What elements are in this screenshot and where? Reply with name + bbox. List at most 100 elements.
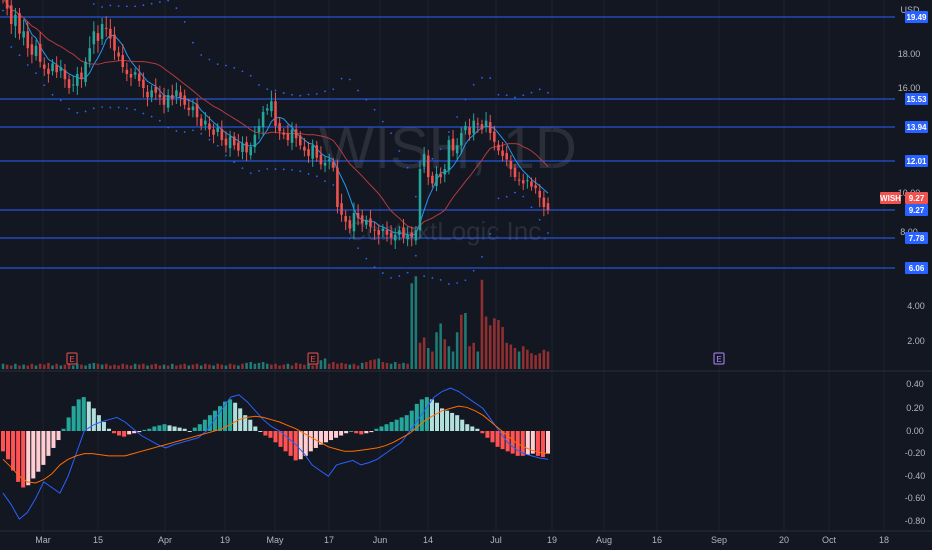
volume-bar[interactable] [414, 276, 418, 369]
macd-histogram-bar[interactable] [334, 431, 339, 438]
candle-body[interactable] [30, 44, 34, 55]
macd-histogram-bar[interactable] [384, 424, 389, 431]
macd-histogram-bar[interactable] [71, 406, 76, 431]
volume-bar[interactable] [47, 362, 50, 369]
volume-bar[interactable] [497, 320, 500, 369]
volume-bar[interactable] [113, 364, 116, 369]
candle-body[interactable] [435, 173, 438, 186]
volume-bar[interactable] [352, 363, 356, 369]
volume-bar[interactable] [171, 363, 174, 369]
macd-histogram-bar[interactable] [434, 402, 439, 431]
macd-histogram-bar[interactable] [207, 415, 212, 431]
volume-bar[interactable] [431, 351, 434, 370]
volume-bar[interactable] [319, 360, 323, 369]
level-price-tag[interactable]: 15.53 [905, 93, 928, 105]
candle-body[interactable] [274, 101, 277, 126]
candle-body[interactable] [443, 169, 447, 175]
candle-body[interactable] [377, 230, 380, 235]
candle-body[interactable] [142, 79, 145, 88]
volume-bar[interactable] [472, 342, 475, 369]
macd-histogram-bar[interactable] [278, 431, 283, 447]
volume-bar[interactable] [121, 363, 125, 369]
candle-body[interactable] [344, 216, 347, 222]
macd-histogram-bar[interactable] [455, 415, 460, 431]
candle-body[interactable] [468, 127, 471, 135]
macd-histogram-bar[interactable] [535, 431, 540, 456]
candle-body[interactable] [109, 28, 112, 39]
macd-histogram-bar[interactable] [288, 431, 293, 456]
volume-bar[interactable] [43, 364, 46, 369]
candle-body[interactable] [146, 91, 149, 98]
volume-bar[interactable] [278, 365, 281, 370]
candle-body[interactable] [476, 123, 480, 125]
macd-histogram-bar[interactable] [41, 431, 46, 465]
macd-histogram-bar[interactable] [137, 431, 142, 433]
volume-bar[interactable] [166, 365, 170, 370]
volume-bar[interactable] [402, 362, 405, 369]
volume-bar[interactable] [517, 351, 521, 370]
volume-bar[interactable] [14, 363, 17, 369]
macd-histogram-bar[interactable] [76, 399, 81, 431]
candle-body[interactable] [348, 220, 352, 229]
macd-histogram-bar[interactable] [379, 426, 384, 431]
macd-histogram-bar[interactable] [354, 431, 359, 434]
candle-body[interactable] [501, 150, 504, 156]
volume-bar[interactable] [381, 362, 385, 369]
macd-histogram-bar[interactable] [81, 397, 86, 431]
candle-body[interactable] [332, 162, 335, 168]
candle-body[interactable] [488, 122, 492, 133]
volume-bar[interactable] [501, 327, 504, 369]
candle-body[interactable] [47, 68, 50, 74]
candle-body[interactable] [521, 180, 525, 184]
level-price-tag[interactable]: 12.01 [905, 155, 928, 167]
volume-bar[interactable] [340, 362, 343, 369]
candle-body[interactable] [455, 145, 459, 154]
candle-body[interactable] [534, 185, 537, 189]
candle-body[interactable] [505, 153, 508, 160]
candle-body[interactable] [303, 146, 306, 151]
candle-body[interactable] [63, 69, 67, 80]
volume-bar[interactable] [534, 355, 537, 369]
volume-bar[interactable] [439, 323, 442, 370]
volume-bar[interactable] [336, 363, 339, 369]
macd-histogram-bar[interactable] [440, 408, 445, 431]
earnings-marker[interactable]: E [307, 352, 319, 365]
volume-bar[interactable] [162, 364, 166, 369]
candle-body[interactable] [224, 138, 228, 146]
volume-bar[interactable] [104, 363, 108, 369]
volume-bar[interactable] [513, 348, 517, 369]
macd-histogram-bar[interactable] [323, 431, 328, 443]
volume-bar[interactable] [67, 363, 71, 369]
volume-bar[interactable] [360, 362, 364, 369]
macd-histogram-bar[interactable] [263, 431, 268, 436]
macd-histogram-bar[interactable] [409, 410, 414, 431]
candle-body[interactable] [150, 90, 153, 98]
candle-body[interactable] [125, 69, 129, 74]
volume-bar[interactable] [245, 362, 248, 369]
candle-body[interactable] [204, 120, 207, 125]
macd-histogram-bar[interactable] [364, 431, 369, 434]
volume-bar[interactable] [26, 365, 30, 370]
macd-histogram-bar[interactable] [36, 431, 41, 472]
volume-bar[interactable] [505, 342, 508, 369]
macd-histogram-bar[interactable] [490, 431, 495, 443]
volume-bar[interactable] [303, 364, 306, 369]
volume-bar[interactable] [241, 363, 244, 369]
candle-body[interactable] [175, 90, 178, 96]
candle-body[interactable] [212, 129, 215, 135]
level-price-tag[interactable]: 9.27 [905, 204, 928, 216]
candle-body[interactable] [422, 154, 426, 167]
candle-body[interactable] [336, 167, 339, 207]
candle-body[interactable] [546, 203, 550, 210]
macd-histogram-bar[interactable] [0, 431, 6, 452]
macd-histogram-bar[interactable] [228, 399, 233, 431]
volume-bar[interactable] [410, 283, 414, 369]
candle-body[interactable] [59, 67, 63, 71]
volume-bar[interactable] [133, 363, 137, 369]
volume-bar[interactable] [261, 362, 265, 369]
volume-bar[interactable] [389, 363, 393, 369]
volume-bar[interactable] [237, 365, 240, 370]
macd-histogram-bar[interactable] [475, 428, 480, 431]
macd-histogram-bar[interactable] [359, 431, 364, 435]
candle-body[interactable] [84, 61, 87, 83]
